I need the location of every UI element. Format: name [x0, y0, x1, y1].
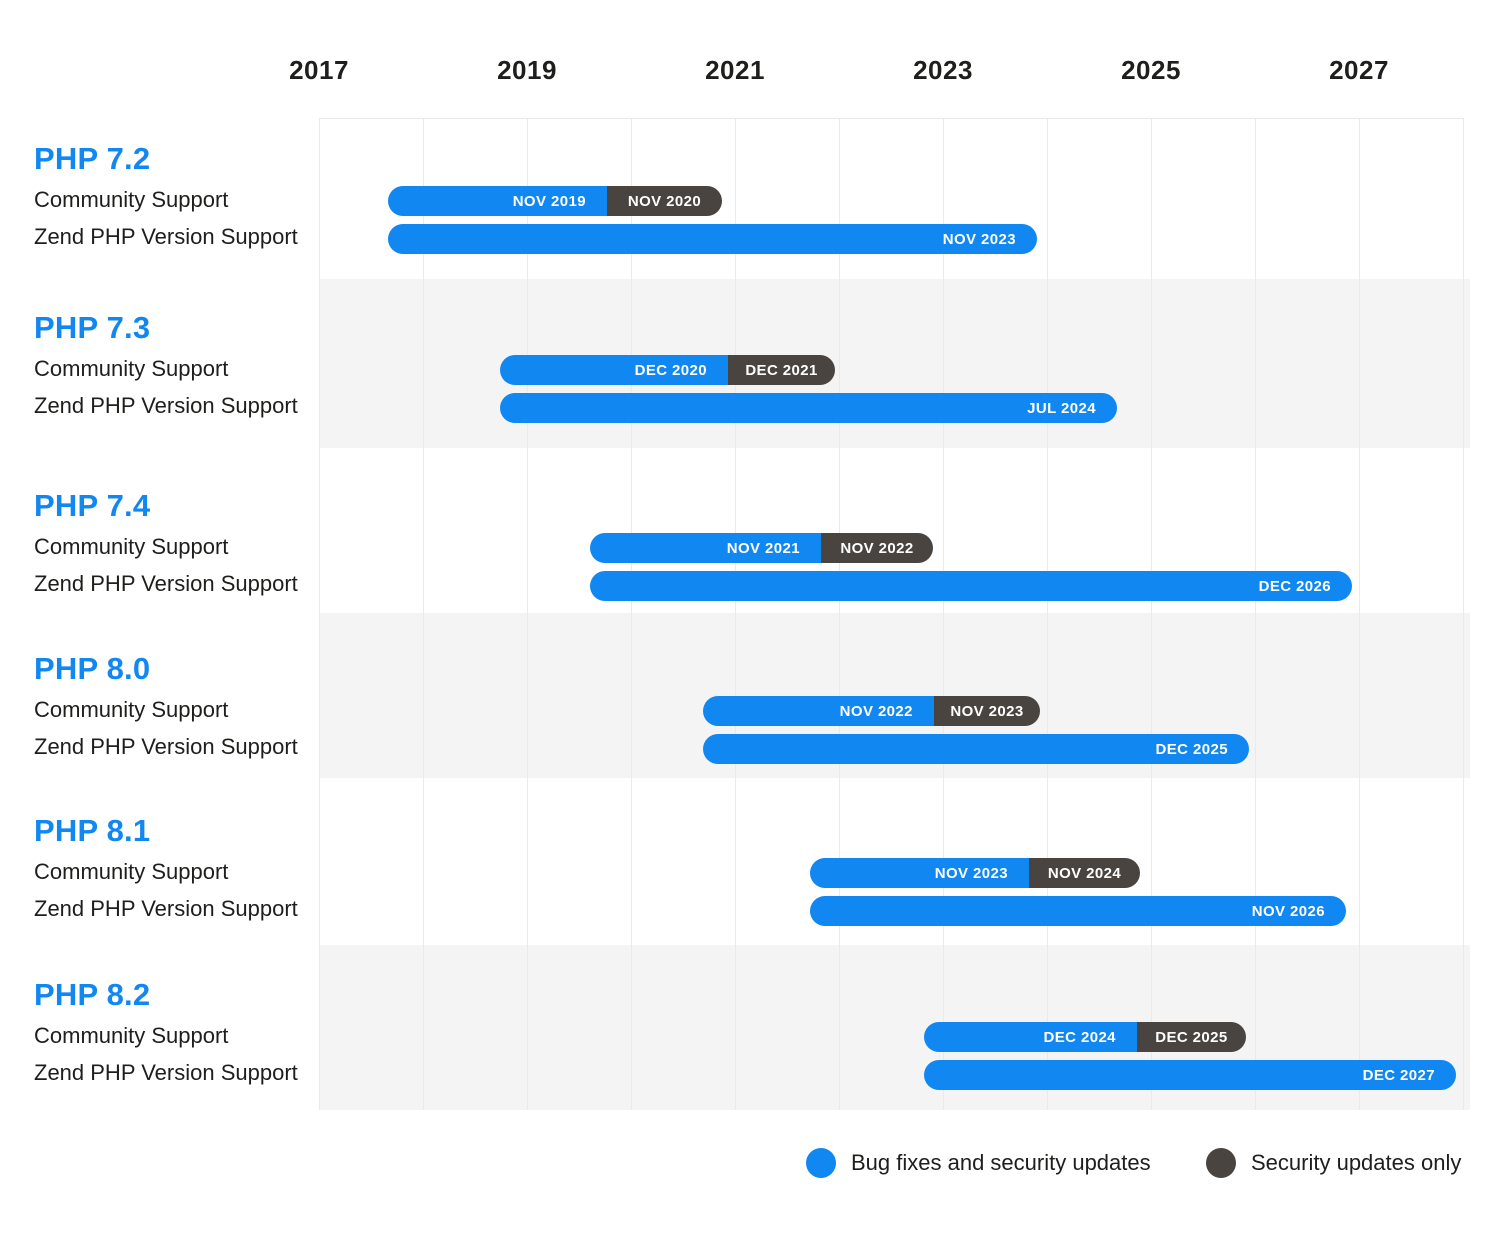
axis-year-label: 2021	[705, 55, 765, 85]
zend-support-label: Zend PHP Version Support	[34, 571, 298, 596]
bar-segment-security-only: NOV 2023	[933, 696, 1041, 726]
bar-end-date-label: NOV 2021	[726, 539, 800, 557]
gridline	[943, 118, 944, 1110]
bar-end-date-label: DEC 2024	[1043, 1028, 1116, 1046]
axis-year-label: 2017	[289, 55, 349, 85]
bar-end-date-label: NOV 2023	[942, 230, 1016, 248]
bar-segment-security-only: DEC 2025	[1136, 1022, 1246, 1052]
legend-item: Bug fixes and security updates	[806, 1147, 1151, 1179]
axis-year-label: 2023	[913, 55, 973, 85]
bar-end-date-label: DEC 2020	[634, 361, 708, 379]
plot-top-border	[319, 118, 1463, 119]
bar-segment-security-only: NOV 2020	[606, 186, 722, 216]
legend-label: Bug fixes and security updates	[851, 1150, 1151, 1175]
bar-segment-bug-fixes: NOV 2023	[809, 858, 1029, 888]
gridline	[1463, 118, 1464, 1110]
bar-segment-security-only: NOV 2022	[821, 533, 933, 563]
bar-end-date-label: NOV 2022	[840, 539, 914, 557]
bar-segment-bug-fixes: NOV 2021	[590, 533, 821, 563]
bar-segment-security-only: NOV 2024	[1029, 858, 1140, 888]
legend-label: Security updates only	[1251, 1150, 1462, 1175]
version-title: PHP 7.4	[34, 488, 151, 523]
bar-end-date-label: DEC 2026	[1258, 577, 1332, 595]
community-support-label: Community Support	[34, 1023, 229, 1048]
community-support-label: Community Support	[34, 534, 229, 559]
version-title: PHP 7.2	[34, 141, 151, 176]
gridline	[735, 118, 736, 1110]
bar-end-date-label: NOV 2023	[934, 864, 1008, 882]
bar-segment-bug-fixes: NOV 2023	[387, 224, 1037, 254]
gridline	[1359, 118, 1360, 1110]
legend-swatch-bug-fixes	[806, 1148, 836, 1178]
legend-swatch-security-only	[1206, 1148, 1236, 1178]
bar-segment-bug-fixes: DEC 2024	[923, 1022, 1137, 1052]
bar-end-date-label: NOV 2024	[1047, 864, 1122, 882]
axis-year-label: 2025	[1121, 55, 1181, 85]
bar-segment-bug-fixes: NOV 2026	[809, 896, 1346, 926]
zend-support-label: Zend PHP Version Support	[34, 734, 298, 759]
bar-segment-security-only: DEC 2021	[728, 355, 836, 385]
bar-end-date-label: DEC 2021	[745, 361, 818, 379]
gridline	[527, 118, 528, 1110]
legend-item: Security updates only	[1206, 1147, 1461, 1179]
zend-support-label: Zend PHP Version Support	[34, 896, 298, 921]
gridline	[631, 118, 632, 1110]
gridline	[839, 118, 840, 1110]
gridline	[319, 118, 320, 1110]
bar-end-date-label: DEC 2025	[1155, 1028, 1228, 1046]
bar-segment-bug-fixes: NOV 2022	[702, 696, 934, 726]
community-support-label: Community Support	[34, 356, 229, 381]
bar-end-date-label: JUL 2024	[1027, 399, 1096, 417]
zend-support-label: Zend PHP Version Support	[34, 1060, 298, 1085]
gridline	[1047, 118, 1048, 1110]
community-support-label: Community Support	[34, 697, 229, 722]
version-title: PHP 8.1	[34, 813, 151, 848]
bar-segment-bug-fixes: DEC 2026	[590, 571, 1353, 601]
bar-end-date-label: DEC 2025	[1155, 740, 1228, 758]
zend-support-label: Zend PHP Version Support	[34, 224, 298, 249]
community-support-label: Community Support	[34, 187, 229, 212]
axis-year-label: 2027	[1329, 55, 1389, 85]
bar-end-date-label: NOV 2023	[950, 702, 1024, 720]
community-support-label: Community Support	[34, 859, 229, 884]
bar-segment-bug-fixes: NOV 2019	[387, 186, 607, 216]
zend-support-label: Zend PHP Version Support	[34, 393, 298, 418]
gridline	[423, 118, 424, 1110]
bar-segment-bug-fixes: DEC 2027	[923, 1060, 1457, 1090]
bar-end-date-label: NOV 2019	[512, 192, 586, 210]
bar-end-date-label: NOV 2022	[839, 702, 913, 720]
version-title: PHP 8.0	[34, 651, 151, 686]
bar-segment-bug-fixes: DEC 2020	[499, 355, 729, 385]
gridline	[1255, 118, 1256, 1110]
axis-year-label: 2019	[497, 55, 557, 85]
bar-segment-bug-fixes: JUL 2024	[499, 393, 1117, 423]
bar-end-date-label: DEC 2027	[1362, 1066, 1436, 1084]
bar-segment-bug-fixes: DEC 2025	[702, 734, 1249, 764]
gridline	[1151, 118, 1152, 1110]
bar-end-date-label: NOV 2020	[627, 192, 702, 210]
bar-end-date-label: NOV 2026	[1251, 902, 1325, 920]
version-title: PHP 8.2	[34, 977, 151, 1012]
version-title: PHP 7.3	[34, 310, 151, 345]
